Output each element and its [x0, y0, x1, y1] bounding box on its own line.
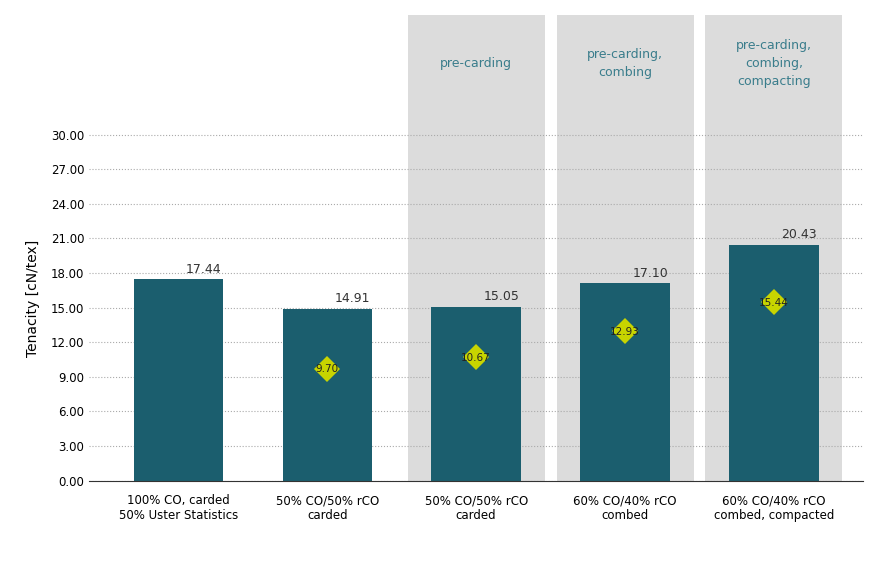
Text: pre-carding,
combing,
compacting: pre-carding, combing, compacting — [736, 39, 812, 88]
Text: 17.44: 17.44 — [186, 263, 222, 276]
Text: 12.93: 12.93 — [611, 327, 640, 337]
Bar — [283, 309, 372, 481]
Bar — [580, 283, 670, 481]
Bar — [556, 117, 693, 481]
Bar — [408, 117, 545, 481]
Bar — [729, 245, 819, 481]
Bar — [706, 15, 843, 117]
Text: 9.70: 9.70 — [316, 364, 339, 374]
Text: pre-carding,
combing: pre-carding, combing — [587, 49, 663, 79]
Bar — [432, 307, 521, 481]
Text: 20.43: 20.43 — [781, 229, 817, 241]
Bar — [408, 15, 545, 117]
Bar — [556, 15, 693, 117]
Text: 17.10: 17.10 — [633, 267, 668, 280]
Text: pre-carding: pre-carding — [441, 57, 512, 70]
Bar — [706, 117, 843, 481]
Text: 15.44: 15.44 — [759, 298, 789, 308]
Bar — [134, 280, 223, 481]
Text: 10.67: 10.67 — [461, 353, 491, 363]
Text: 15.05: 15.05 — [483, 291, 520, 304]
Y-axis label: Tenacity [cN/tex]: Tenacity [cN/tex] — [26, 240, 39, 357]
Text: 14.91: 14.91 — [335, 292, 370, 305]
